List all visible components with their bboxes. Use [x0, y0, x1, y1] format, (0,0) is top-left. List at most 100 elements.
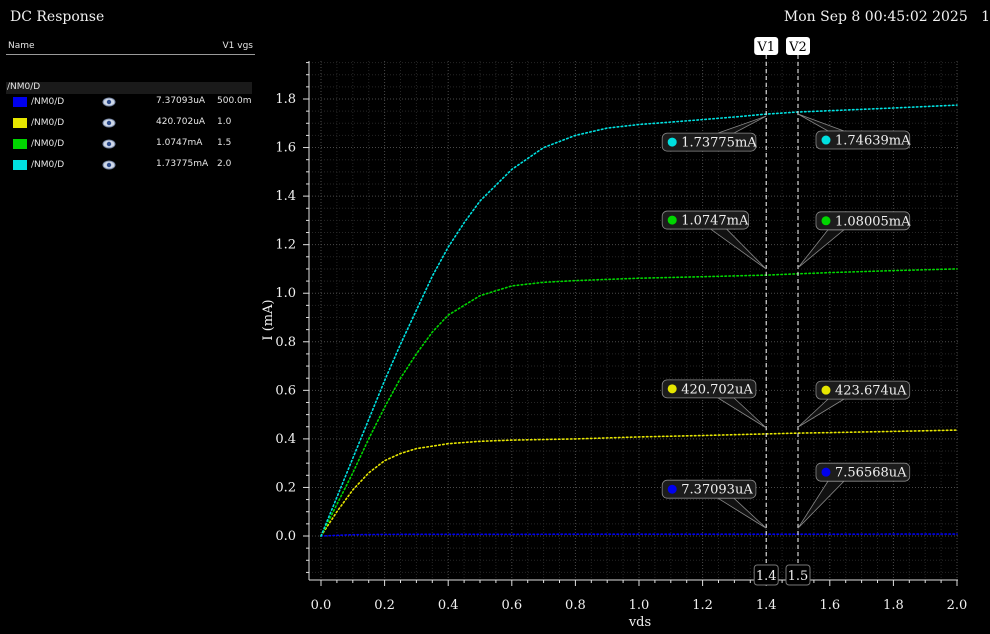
x-tick-label: 1.0	[629, 598, 650, 613]
x-tick-label: 1.4	[756, 598, 777, 613]
marker-box[interactable]	[661, 132, 757, 152]
trace-name: /NM0/D	[31, 118, 65, 128]
cursor-x-value: 1.4	[756, 569, 777, 584]
legend-row[interactable]: /NM0/D 1.0747mA 1.5	[6, 137, 255, 153]
trace-value: 1.73775mA	[156, 159, 209, 169]
marker-box[interactable]	[815, 462, 911, 482]
marker-dot	[667, 137, 677, 147]
datetime-readout: Mon Sep 8 00:45:02 2025 1	[783, 9, 990, 25]
y-tick-label: 0.6	[275, 383, 296, 398]
marker-dot	[667, 384, 677, 394]
x-tick-label: 1.2	[692, 598, 713, 613]
cursor-x-value: 1.5	[788, 569, 809, 584]
y-tick-label: 0.0	[275, 529, 296, 544]
trace-color-swatch	[13, 139, 27, 149]
cursor-x-tag	[785, 564, 811, 586]
series-line[interactable]	[320, 104, 958, 537]
y-tick-label: 1.4	[275, 189, 296, 204]
trace-name: /NM0/D	[31, 97, 65, 107]
marker-box[interactable]	[815, 130, 911, 150]
marker-dot	[821, 385, 831, 395]
marker-pointer	[797, 398, 846, 428]
trace-name: /NM0/D	[31, 139, 65, 149]
x-axis-label: vds	[628, 615, 651, 630]
trace-value: 420.702uA	[156, 117, 206, 127]
legend-header-name: Name	[8, 41, 35, 51]
marker-pointer	[717, 115, 767, 134]
y-tick-label: 1.6	[275, 141, 296, 156]
y-tick-label: 0.8	[275, 335, 296, 350]
window-title: DC Response	[10, 9, 105, 25]
series-line[interactable]	[320, 429, 958, 537]
y-axis-label: I (mA)	[261, 299, 276, 340]
trace-value: 7.37093uA	[156, 96, 206, 106]
x-tick-label: 0.4	[438, 598, 459, 613]
marker-label: 420.702uA	[681, 382, 753, 397]
marker-box[interactable]	[661, 210, 750, 230]
marker-dot	[667, 484, 677, 494]
trace-color-swatch	[13, 160, 27, 170]
y-tick-label: 0.2	[275, 480, 296, 495]
marker-box[interactable]	[661, 479, 757, 499]
legend-panel: Name V1 vgs /NM0/D /NM0/D 7.37093uA 500.…	[6, 40, 255, 170]
y-tick-label: 1.0	[275, 286, 296, 301]
marker-label: 1.0747mA	[681, 214, 749, 229]
trace-color-swatch	[13, 97, 27, 107]
x-tick-label: 0.8	[565, 598, 586, 613]
y-tick-label: 0.4	[275, 432, 296, 447]
marker-pointer	[716, 497, 767, 529]
marker-label: 1.08005mA	[835, 214, 911, 229]
cursor-tag[interactable]	[786, 37, 810, 55]
trace-vgs: 2.0	[217, 159, 232, 169]
marker-box[interactable]	[661, 379, 757, 399]
x-tick-label: 2.0	[947, 598, 968, 613]
trace-vgs: 1.5	[217, 138, 232, 148]
marker-pointer	[709, 228, 767, 270]
legend-group-label: /NM0/D	[7, 82, 41, 92]
series-line[interactable]	[320, 268, 958, 537]
trace-name: /NM0/D	[31, 160, 65, 170]
eye-icon[interactable]	[102, 138, 116, 150]
marker-label: 1.74639mA	[835, 134, 911, 149]
trace-value: 1.0747mA	[156, 138, 203, 148]
trace-color-swatch	[13, 118, 27, 128]
marker-box[interactable]	[815, 211, 911, 231]
legend-row[interactable]: /NM0/D 1.73775mA 2.0	[6, 158, 255, 174]
marker-label: 7.56568uA	[835, 466, 907, 481]
marker-label: 1.73775mA	[681, 136, 757, 151]
legend-group[interactable]: /NM0/D	[6, 82, 252, 94]
x-tick-label: 1.8	[883, 598, 904, 613]
marker-label: 423.674uA	[835, 384, 907, 399]
cursor-x-tag	[753, 564, 779, 586]
y-tick-label: 1.2	[275, 238, 296, 253]
eye-icon[interactable]	[102, 96, 116, 108]
legend-header: Name V1 vgs	[6, 40, 255, 55]
marker-pointer	[797, 229, 846, 269]
trace-vgs: 500.0m	[217, 96, 252, 106]
marker-dot	[821, 135, 831, 145]
marker-pointer	[716, 397, 767, 429]
x-tick-label: 0.2	[374, 598, 395, 613]
marker-pointer	[797, 113, 845, 132]
x-tick-label: 0.0	[311, 598, 332, 613]
series-line[interactable]	[320, 533, 958, 537]
legend-row[interactable]: /NM0/D 7.37093uA 500.0m	[6, 95, 255, 111]
x-tick-label: 1.6	[819, 598, 840, 613]
eye-icon[interactable]	[102, 159, 116, 171]
cursor-label: V2	[788, 40, 807, 55]
cursor-tag[interactable]	[754, 37, 779, 55]
marker-dot	[821, 467, 831, 477]
x-tick-label: 0.6	[501, 598, 522, 613]
marker-dot	[821, 216, 831, 226]
eye-icon[interactable]	[102, 117, 116, 129]
cursor-label: V1	[756, 40, 775, 55]
marker-label: 7.37093uA	[681, 483, 753, 498]
legend-header-param: V1 vgs	[222, 41, 253, 51]
marker-box[interactable]	[815, 380, 911, 400]
marker-pointer	[797, 480, 845, 529]
marker-dot	[667, 215, 677, 225]
legend-row[interactable]: /NM0/D 420.702uA 1.0	[6, 116, 255, 132]
y-tick-label: 1.8	[275, 92, 296, 107]
trace-vgs: 1.0	[217, 117, 232, 127]
